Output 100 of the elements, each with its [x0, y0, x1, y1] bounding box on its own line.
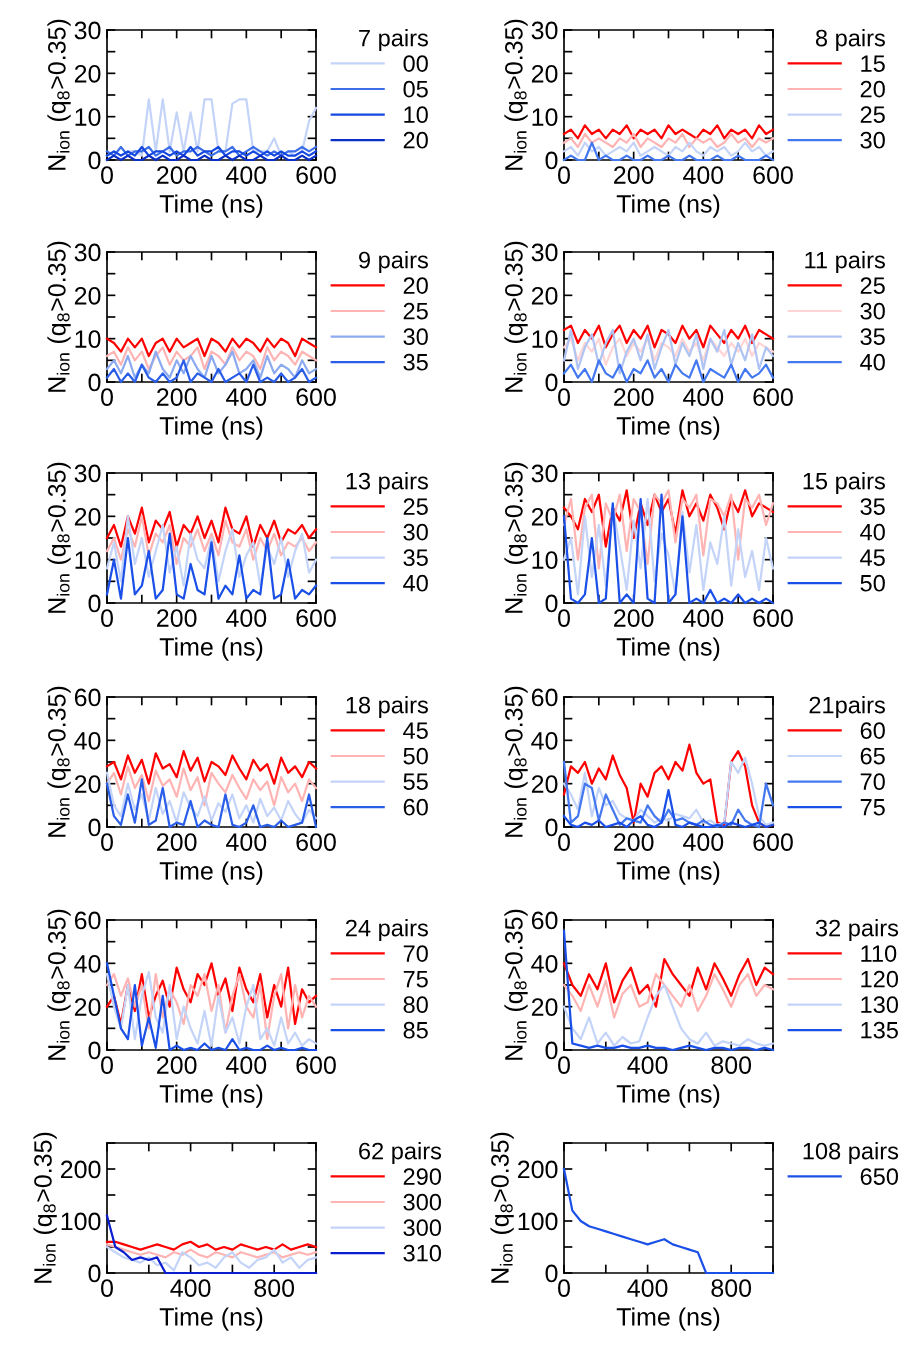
- x-tick-label: 0: [558, 388, 570, 406]
- legend-label: 15: [861, 55, 885, 72]
- x-tick-label: 400: [683, 833, 724, 851]
- y-tick-label: 30: [74, 21, 101, 40]
- legend-title: 7 pairs: [359, 29, 428, 52]
- legend-label: 120: [861, 970, 899, 988]
- y-tick-label: 0: [545, 1264, 558, 1283]
- legend-label: 40: [403, 574, 428, 592]
- x-tick-label: 200: [614, 833, 654, 851]
- x-tick-label: 0: [558, 1279, 570, 1297]
- x-tick-label: 400: [683, 609, 724, 627]
- line-series: [105, 506, 318, 548]
- line-series: [105, 515, 318, 566]
- x-tick-label: 0: [101, 166, 113, 184]
- legend-label: 30: [403, 523, 428, 541]
- legend-label: 310: [403, 1244, 442, 1262]
- x-tick-label: 400: [226, 609, 267, 627]
- legend-title: 108 pairs: [803, 1142, 899, 1165]
- x-axis-title: Time (ns): [616, 1084, 720, 1108]
- legend-label: 35: [403, 353, 428, 371]
- y-tick-label: 40: [531, 731, 558, 750]
- y-tick-label: 30: [531, 464, 558, 483]
- y-axis-title: N$_{ion}$ (q$_{8}$>0.35): [47, 909, 71, 1060]
- x-tick-label: 600: [753, 166, 793, 184]
- y-axis-title: N$_{ion}$ (q$_{8}$>0.35): [504, 19, 528, 170]
- x-tick-label: 200: [157, 609, 197, 627]
- line-series: [105, 532, 318, 600]
- legend-label: 05: [403, 80, 428, 98]
- y-axis-title: N$_{ion}$ (q$_{8}$>0.35): [47, 462, 71, 613]
- legend-label: 300: [403, 1193, 442, 1211]
- legend-label: 290: [403, 1168, 442, 1185]
- y-tick-label: 0: [545, 1041, 558, 1060]
- legend-label: 25: [403, 302, 428, 320]
- line-series: [105, 771, 318, 824]
- x-axis-title: Time (ns): [159, 1084, 263, 1108]
- line-series: [562, 132, 775, 149]
- y-tick-label: 10: [532, 330, 558, 348]
- legend-label: 10: [404, 106, 428, 124]
- legend-label: 110: [861, 945, 897, 962]
- line-series: [105, 337, 318, 358]
- x-tick-label: 400: [627, 1056, 668, 1074]
- line-series: [105, 1243, 318, 1259]
- legend-label: 135: [861, 1021, 898, 1039]
- x-tick-label: 400: [170, 1279, 211, 1297]
- x-tick-label: 0: [558, 1056, 570, 1074]
- y-tick-label: 0: [545, 594, 558, 613]
- x-tick-label: 600: [296, 1056, 336, 1074]
- legend-label: 35: [860, 328, 885, 346]
- x-tick-label: 400: [226, 166, 267, 184]
- y-tick-label: 20: [531, 507, 558, 526]
- legend-label: 130: [861, 996, 899, 1014]
- x-axis-title: Time (ns): [159, 637, 263, 661]
- legend-title: 15 pairs: [803, 472, 885, 495]
- y-tick-label: 30: [74, 464, 101, 483]
- y-tick-label: 20: [74, 998, 101, 1016]
- x-axis-title: Time (ns): [159, 861, 263, 885]
- y-tick-label: 20: [531, 998, 558, 1016]
- x-tick-label: 200: [157, 833, 197, 851]
- legend-title: 24 pairs: [346, 919, 428, 942]
- y-tick-label: 30: [74, 243, 101, 262]
- legend-label: 650: [860, 1168, 899, 1185]
- y-tick-label: 0: [88, 373, 101, 392]
- line-series: [562, 957, 775, 1008]
- x-tick-label: 200: [614, 166, 654, 184]
- legend-label: 25: [403, 498, 428, 515]
- y-axis-title: N$_{ion}$ (q$_{8}$>0.35): [504, 686, 528, 837]
- x-tick-label: 0: [558, 609, 570, 627]
- x-tick-label: 400: [226, 388, 267, 406]
- x-tick-label: 800: [711, 1056, 752, 1074]
- y-tick-label: 0: [545, 373, 558, 392]
- y-tick-label: 40: [531, 954, 558, 973]
- legend-label: 65: [860, 747, 885, 765]
- legend-title: 62 pairs: [359, 1142, 442, 1165]
- legend-title: 11 pairs: [805, 251, 885, 274]
- y-tick-label: 10: [75, 108, 101, 126]
- y-tick-label: 20: [74, 507, 101, 526]
- y-tick-label: 60: [74, 688, 101, 707]
- x-tick-label: 200: [614, 609, 654, 627]
- y-tick-label: 30: [531, 243, 558, 262]
- x-axis-title: Time (ns): [616, 1307, 720, 1331]
- x-axis-title: Time (ns): [159, 194, 263, 218]
- x-tick-label: 0: [101, 1056, 113, 1074]
- x-tick-label: 0: [101, 833, 113, 851]
- x-tick-label: 200: [614, 388, 654, 406]
- y-tick-label: 20: [531, 775, 558, 793]
- x-tick-label: 600: [296, 388, 336, 406]
- y-tick-label: 20: [74, 64, 101, 83]
- line-series: [562, 337, 775, 366]
- legend-label: 55: [403, 773, 428, 791]
- legend-label: 25: [860, 106, 885, 124]
- y-tick-label: 10: [532, 551, 558, 569]
- legend-label: 70: [403, 945, 428, 962]
- x-tick-label: 600: [296, 609, 336, 627]
- legend-label: 50: [860, 574, 885, 592]
- legend-label: 75: [403, 971, 428, 988]
- legend-title: 32 pairs: [815, 919, 899, 942]
- y-tick-label: 0: [545, 818, 558, 837]
- y-tick-label: 60: [74, 911, 101, 930]
- legend-label: 30: [860, 131, 885, 149]
- line-series: [105, 765, 318, 807]
